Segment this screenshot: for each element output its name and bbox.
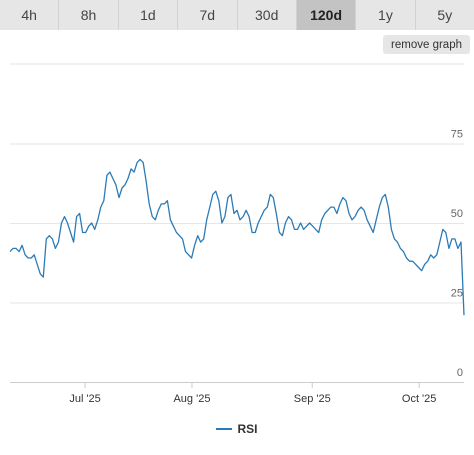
legend[interactable]: RSI	[0, 420, 474, 438]
tab-30d[interactable]: 30d	[237, 0, 297, 30]
x-tick-label-3: Oct '25	[402, 393, 437, 405]
tab-8h[interactable]: 8h	[59, 0, 119, 30]
timeframe-tabs: 4h 8h 1d 7d 30d 120d 1y 5y	[0, 0, 474, 30]
y-tick-50: 50	[451, 208, 463, 220]
tab-1d[interactable]: 1d	[118, 0, 179, 30]
legend-swatch	[216, 428, 233, 430]
tab-120d[interactable]: 120d	[296, 0, 357, 30]
x-tick-label-1: Aug '25	[173, 393, 210, 405]
tab-7d[interactable]: 7d	[178, 0, 238, 30]
y-tick-25: 25	[451, 288, 463, 300]
series-line-rsi	[9, 158, 465, 316]
y-tick-75: 75	[451, 129, 463, 141]
tab-4h[interactable]: 4h	[0, 0, 60, 30]
tab-5y[interactable]: 5y	[415, 0, 474, 30]
remove-graph-button[interactable]: remove graph	[383, 35, 470, 54]
x-tick-label-0: Jul '25	[69, 393, 100, 405]
legend-label-rsi: RSI	[237, 422, 258, 436]
x-tick-label-2: Sep '25	[294, 393, 331, 405]
tab-1y[interactable]: 1y	[356, 0, 416, 30]
y-tick-0: 0	[457, 367, 463, 379]
